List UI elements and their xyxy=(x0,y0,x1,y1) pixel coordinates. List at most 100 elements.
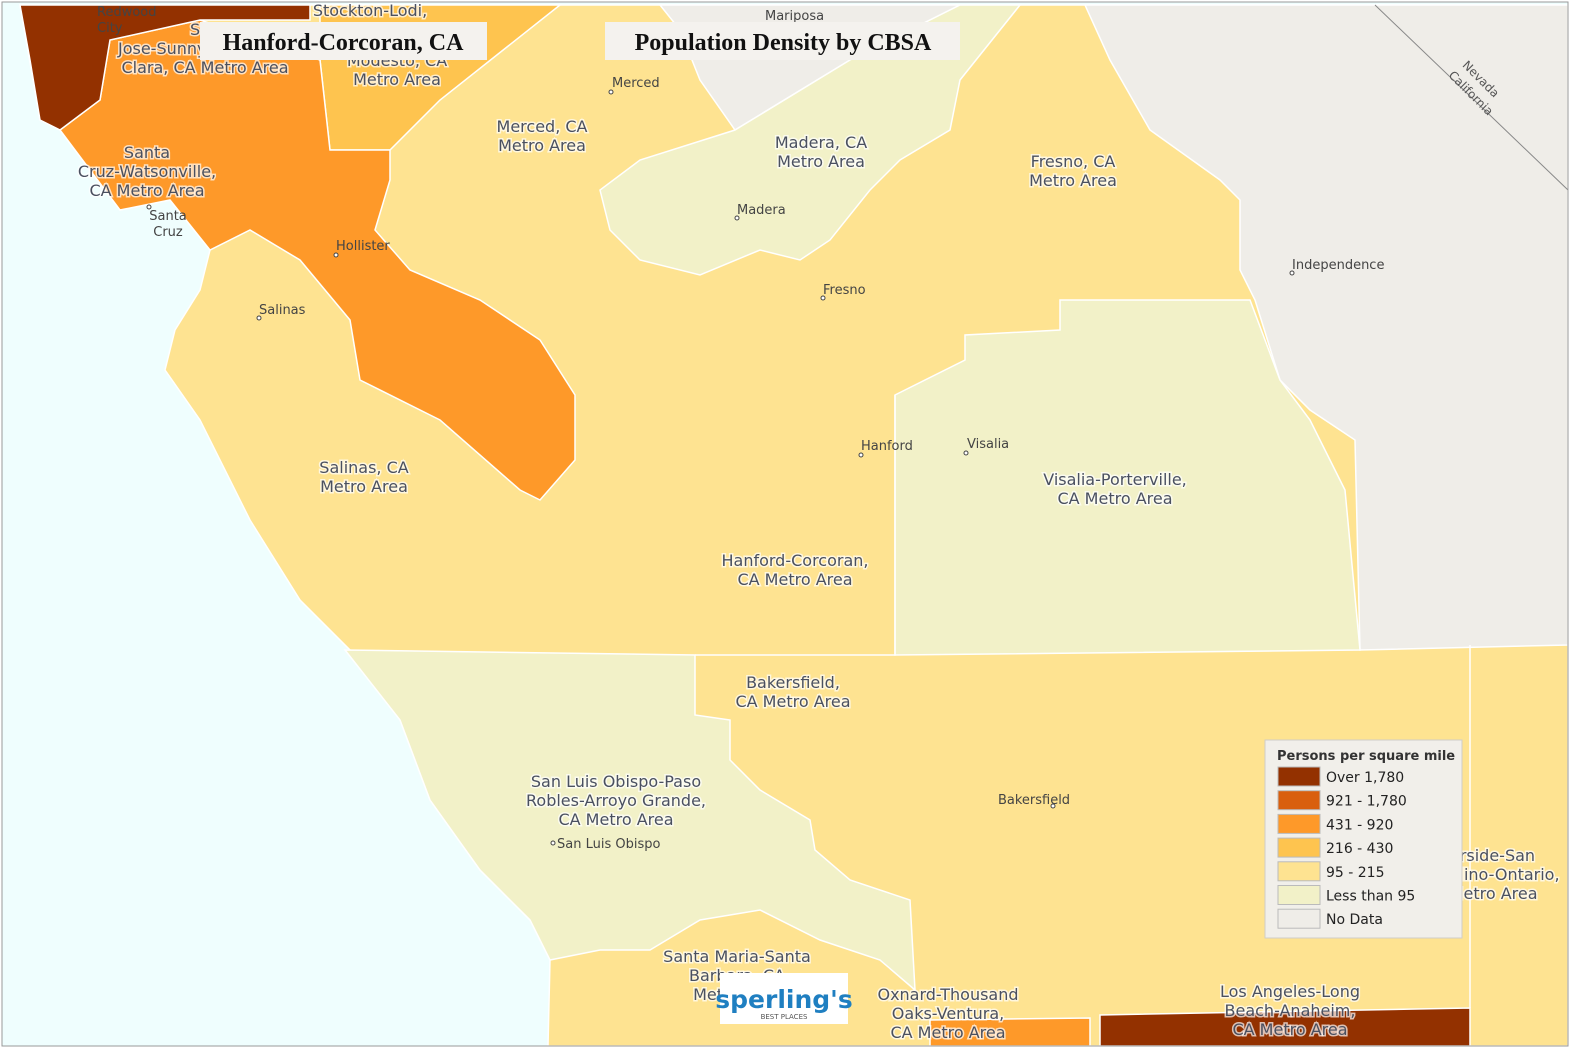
city-label-line: Mariposa xyxy=(765,9,824,24)
city-label: Mariposa xyxy=(765,9,824,24)
city-dot xyxy=(820,295,826,301)
metro-label: Fresno, CA Metro Area xyxy=(1029,152,1117,190)
metro-label: Visalia-Porterville, CA Metro Area xyxy=(1043,470,1187,508)
city-label-line: Visalia xyxy=(967,437,1009,452)
no-data-area xyxy=(1083,4,1569,651)
city-dot xyxy=(256,315,262,321)
madera-region xyxy=(599,4,1022,276)
metro-label-line: CA Metro Area xyxy=(1232,1020,1347,1039)
metro-label: Oxnard-Thousand Oaks-Ventura, CA Metro Are… xyxy=(877,985,1018,1042)
city-label: Santa Cruz xyxy=(149,209,187,240)
metro-label-line: Cruz-Watsonville, xyxy=(78,162,216,181)
city-label: Madera xyxy=(737,203,786,218)
legend-swatch xyxy=(1277,861,1321,882)
city-dot xyxy=(1289,270,1295,276)
city-dot xyxy=(146,204,152,210)
metro-label-line: Madera, CA xyxy=(775,133,867,152)
city-label-line: San Luis Obispo xyxy=(557,837,660,852)
metro-label-line: Santa Maria-Santa xyxy=(663,947,811,966)
logo-tagline: BEST PLACES xyxy=(761,1013,808,1021)
city-label-line: Merced xyxy=(612,76,660,91)
metro-label-line: CA Metro Area xyxy=(735,692,850,711)
legend-label: Less than 95 xyxy=(1326,889,1415,905)
city-label: Salinas xyxy=(259,303,306,318)
legend-title: Persons per square mile xyxy=(1277,749,1455,764)
legend-label: No Data xyxy=(1326,912,1383,928)
logo-box xyxy=(720,973,848,1024)
title-box xyxy=(200,22,487,60)
city-label-line: Salinas xyxy=(259,303,306,318)
metro-label-line: CA Metro Area xyxy=(1057,489,1172,508)
legend-label: 216 - 430 xyxy=(1326,841,1393,857)
metro-label-line: Oaks-Ventura, xyxy=(892,1004,1004,1023)
legend-label: 95 - 215 xyxy=(1326,865,1385,881)
subtitle-box xyxy=(605,22,960,60)
legend-swatch xyxy=(1277,813,1321,834)
visalia-region xyxy=(894,299,1361,656)
metro-label-line: Hanford-Corcoran, xyxy=(721,551,868,570)
city-label-line: Independence xyxy=(1292,258,1384,273)
metro-label-line: CA Metro Area xyxy=(890,1023,1005,1042)
subtitle: Population Density by CBSA xyxy=(635,30,932,56)
metro-label-line: Robles-Arroyo Grande, xyxy=(526,791,706,810)
legend-label: 921 - 1,780 xyxy=(1326,794,1407,810)
metro-label: Salinas, CA Metro Area xyxy=(319,458,408,496)
logo-name: sperling's xyxy=(715,985,852,1014)
state-border xyxy=(1374,4,1569,191)
metro-label-line: Salinas, CA xyxy=(319,458,408,477)
metro-label-line: Oxnard-Thousand xyxy=(877,985,1018,1004)
legend-swatch xyxy=(1277,885,1321,905)
city-label: Fresno xyxy=(823,283,866,298)
city-label: Independence xyxy=(1292,258,1384,273)
metro-label-line: San Luis Obispo-Paso xyxy=(531,772,701,791)
metro-label: San Luis Obispo-Paso Robles-Arroyo Grande… xyxy=(526,772,706,829)
city-label-line: Fresno xyxy=(823,283,866,298)
city-dot xyxy=(734,215,740,221)
city-label-line: Madera xyxy=(737,203,786,218)
city-label-line: Hanford xyxy=(861,439,913,454)
metro-label: Bakersfield, CA Metro Area xyxy=(735,673,850,711)
metro-label-line: Metro Area xyxy=(1029,171,1117,190)
city-label-line: City xyxy=(97,21,123,36)
metro-label-line: Stockton-Lodi, xyxy=(313,1,427,20)
metro-label-line: Merced, CA xyxy=(497,117,588,136)
legend-swatch xyxy=(1277,790,1321,811)
city-label-line: Santa xyxy=(149,209,187,224)
metro-label-line: Metro Area xyxy=(498,136,586,155)
city-label: Redwood City xyxy=(97,5,157,36)
metro-label: Madera, CA Metro Area xyxy=(775,133,867,171)
frame xyxy=(1,1,1569,1047)
city-label-line: Redwood xyxy=(97,5,157,20)
legend-label: Over 1,780 xyxy=(1326,770,1404,786)
metro-label-line: Clara, CA Metro Area xyxy=(121,58,288,77)
metro-label-line: CA Metro Area xyxy=(89,181,204,200)
metro-label-line: Metro Area xyxy=(353,70,441,89)
bay-area-region xyxy=(19,4,311,131)
city-dot xyxy=(608,89,614,95)
metro-label-line: CA Metro Area xyxy=(737,570,852,589)
metro-label: Stockton-Lodi, xyxy=(313,1,427,20)
city-label: Hanford xyxy=(861,439,913,454)
metro-label-line: Fresno, CA xyxy=(1031,152,1116,171)
legend-swatch xyxy=(1277,837,1321,858)
metro-label-line: Metro Area xyxy=(777,152,865,171)
metro-label-line: Los Angeles-Long xyxy=(1220,982,1360,1001)
city-label: Visalia xyxy=(967,437,1009,452)
metro-label: Hanford-Corcoran, CA Metro Area xyxy=(721,551,868,589)
title: Hanford-Corcoran, CA xyxy=(223,30,465,56)
slo-region xyxy=(343,649,916,992)
city-label-line: Cruz xyxy=(153,225,183,240)
metro-label: Los Angeles-Long Beach-Anaheim, CA Metro A… xyxy=(1220,982,1360,1039)
metro-label: Santa Cruz-Watsonville, CA Metro Area xyxy=(78,143,216,200)
city-label-line: Hollister xyxy=(336,239,390,254)
legend-swatch xyxy=(1277,766,1321,787)
city-label: Merced xyxy=(612,76,660,91)
legend-swatch xyxy=(1277,908,1321,929)
city-dot xyxy=(963,450,969,456)
san-jose-region xyxy=(58,19,576,501)
city-label: San Luis Obispo xyxy=(557,837,660,852)
legend: Persons per square mile Over 1,780 921 - … xyxy=(1264,739,1463,939)
city-label: Hollister xyxy=(336,239,390,254)
city-label: Bakersfield xyxy=(998,793,1070,808)
